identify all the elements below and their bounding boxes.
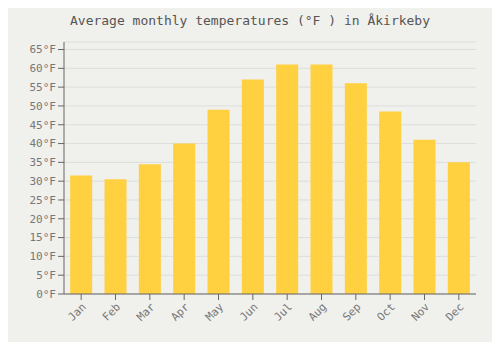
svg-text:65°F: 65°F (30, 43, 57, 56)
svg-text:10°F: 10°F (30, 250, 57, 263)
svg-text:Feb: Feb (100, 300, 123, 323)
svg-text:Nov: Nov (409, 300, 433, 324)
svg-text:15°F: 15°F (30, 231, 57, 244)
svg-text:May: May (203, 300, 227, 324)
svg-text:Jul: Jul (272, 300, 295, 323)
svg-text:25°F: 25°F (30, 194, 57, 207)
svg-text:Mar: Mar (134, 300, 158, 324)
svg-text:35°F: 35°F (30, 156, 57, 169)
svg-text:Apr: Apr (169, 300, 193, 324)
svg-text:0°F: 0°F (36, 288, 56, 301)
svg-text:5°F: 5°F (36, 269, 56, 282)
svg-text:Oct: Oct (375, 300, 398, 323)
svg-text:Dec: Dec (443, 300, 466, 323)
svg-text:Jun: Jun (237, 300, 260, 323)
svg-text:40°F: 40°F (30, 137, 57, 150)
svg-text:20°F: 20°F (30, 213, 57, 226)
html-text:Average monthly temperatures (: Average monthly temperatures (°F ) in Åk… (70, 13, 430, 28)
svg-text:45°F: 45°F (30, 119, 57, 132)
svg-text:Aug: Aug (306, 300, 329, 323)
svg-text:50°F: 50°F (30, 100, 57, 113)
svg-text:Jan: Jan (66, 300, 89, 323)
svg-text:55°F: 55°F (30, 81, 57, 94)
svg-text:60°F: 60°F (30, 62, 57, 75)
svg-text:30°F: 30°F (30, 175, 57, 188)
svg-text:Sep: Sep (340, 300, 363, 323)
